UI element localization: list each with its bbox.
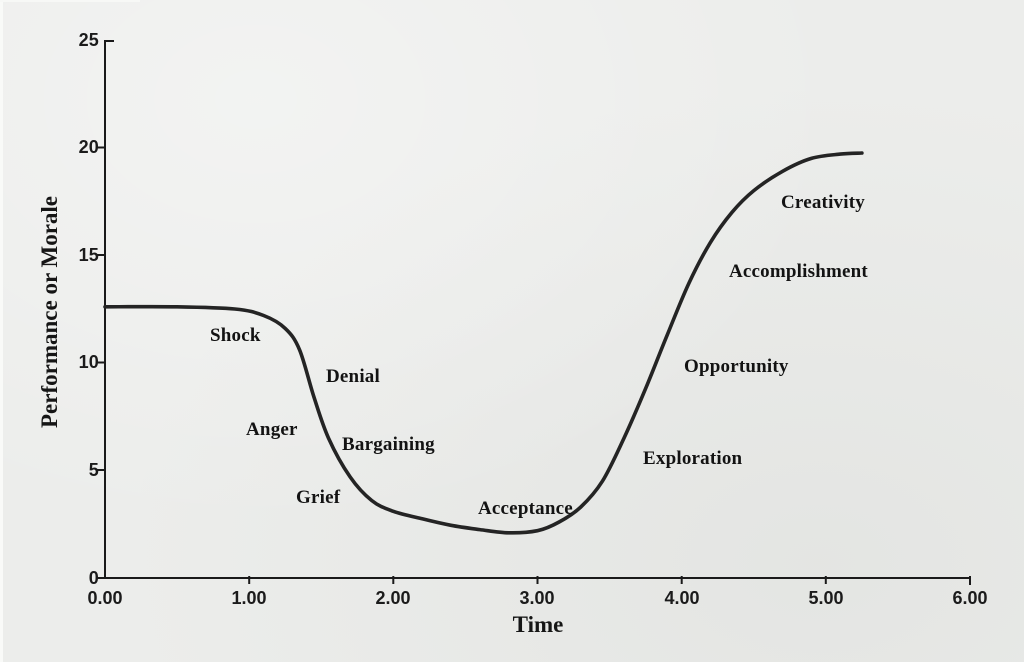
y-tick-marks	[97, 146, 105, 579]
stage-label-accomplishment: Accomplishment	[729, 261, 868, 282]
x-tick-label: 5.00	[808, 588, 844, 608]
x-tick-label: 0.00	[87, 588, 123, 608]
stage-label-shock: Shock	[210, 325, 261, 346]
x-tick-marks	[248, 576, 971, 585]
x-tick-label: 2.00	[375, 588, 411, 608]
stage-label-anger: Anger	[246, 419, 298, 440]
stage-label-creativity: Creativity	[781, 192, 865, 213]
y-tick-label: 15	[78, 245, 99, 265]
y-tick-label: 25	[78, 30, 99, 50]
x-tick-label: 3.00	[519, 588, 555, 608]
x-tick-label: 1.00	[231, 588, 267, 608]
stage-label-denial: Denial	[326, 366, 380, 387]
stage-label-bargaining: Bargaining	[342, 434, 435, 455]
scan-edge-artifact	[0, 0, 140, 2]
y-tick-label: 10	[78, 352, 99, 372]
stage-label-grief: Grief	[296, 487, 341, 508]
change-curve-line	[103, 151, 864, 535]
scan-edge-artifact	[0, 0, 3, 662]
x-tick-label: 6.00	[952, 588, 988, 608]
y-tick-label: 0	[88, 568, 99, 588]
x-tick-label: 4.00	[664, 588, 700, 608]
y-axis-title: Performance or Morale	[37, 195, 62, 429]
y-tick-label: 20	[78, 137, 99, 157]
stage-label-exploration: Exploration	[643, 448, 743, 469]
x-axis-title: Time	[512, 612, 564, 637]
y-tick-label: 5	[88, 460, 99, 480]
stage-label-acceptance: Acceptance	[478, 498, 573, 519]
stage-label-opportunity: Opportunity	[684, 356, 789, 377]
